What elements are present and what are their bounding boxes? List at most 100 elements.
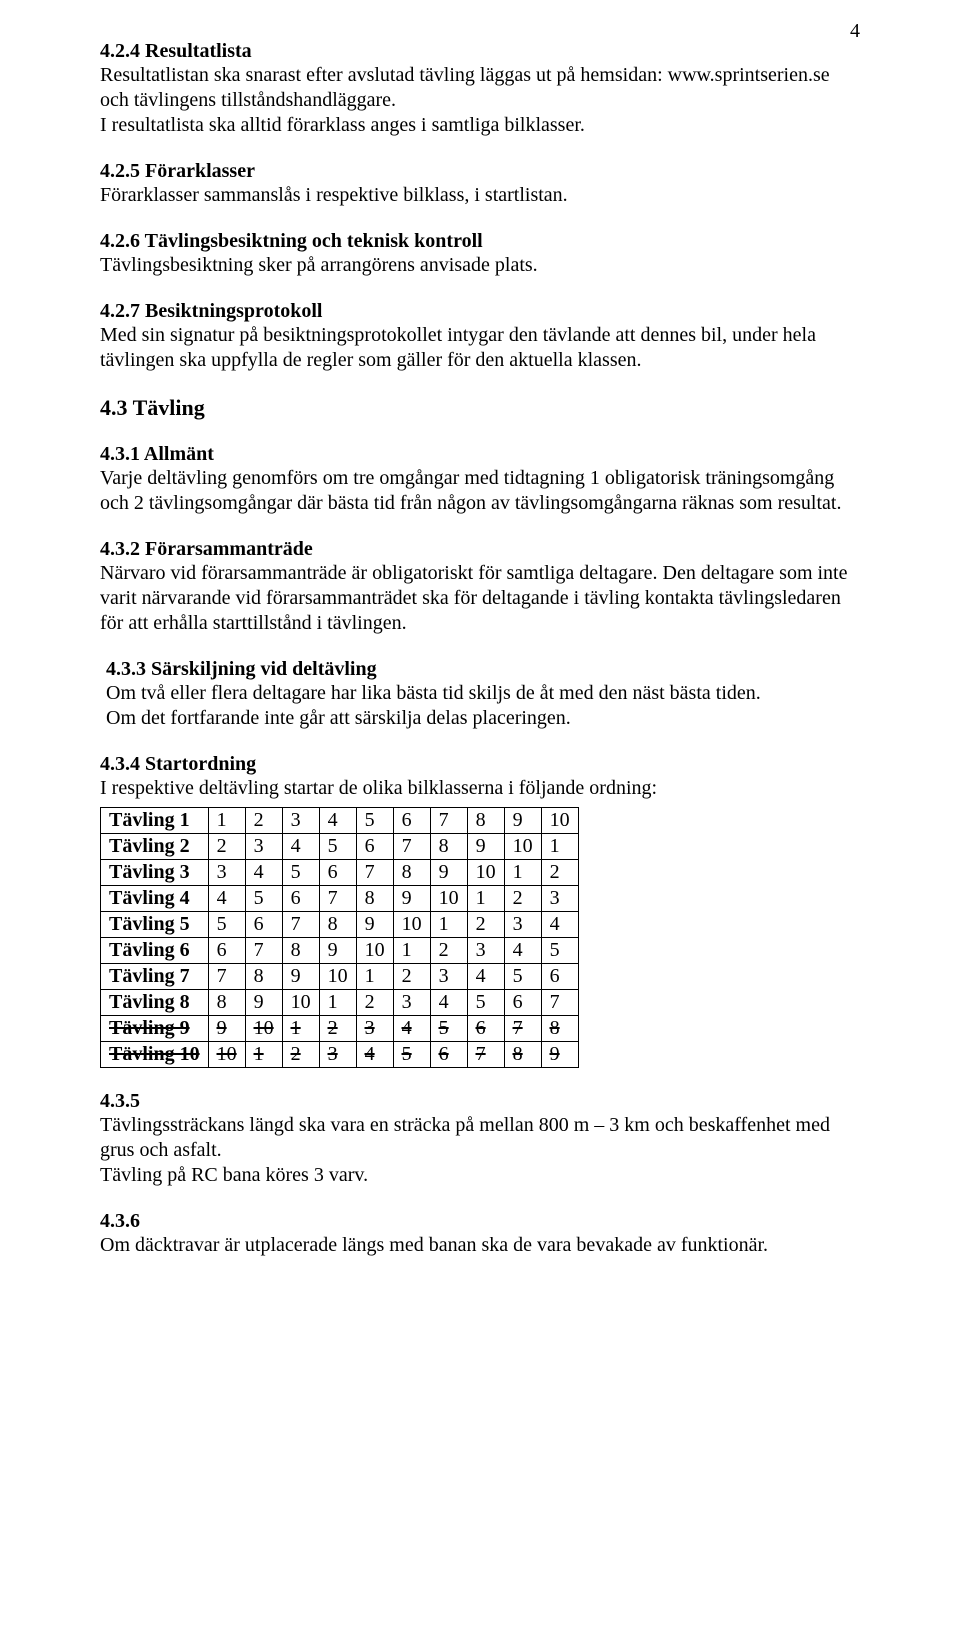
table-cell: 9 bbox=[245, 990, 282, 1016]
table-cell: 5 bbox=[319, 834, 356, 860]
table-cell: 10 bbox=[430, 886, 467, 912]
table-cell: 6 bbox=[430, 1042, 467, 1068]
document-page: 4 4.2.4 Resultatlista Resultatlistan ska… bbox=[0, 0, 960, 1627]
table-cell: 10 bbox=[208, 1042, 245, 1068]
table-cell: 3 bbox=[245, 834, 282, 860]
table-cell: 8 bbox=[208, 990, 245, 1016]
table-cell: 6 bbox=[541, 964, 578, 990]
table-cell: 2 bbox=[541, 860, 578, 886]
table-cell: 1 bbox=[208, 808, 245, 834]
table-cell: 7 bbox=[504, 1016, 541, 1042]
body-4-3-1: Varje deltävling genomförs om tre omgång… bbox=[100, 466, 860, 516]
section-4-3-3: 4.3.3 Särskiljning vid deltävling Om två… bbox=[100, 658, 860, 731]
table-cell: 2 bbox=[208, 834, 245, 860]
table-cell: 9 bbox=[282, 964, 319, 990]
table-cell: 8 bbox=[393, 860, 430, 886]
table-cell: 10 bbox=[282, 990, 319, 1016]
table-cell: 7 bbox=[430, 808, 467, 834]
table-cell: 6 bbox=[282, 886, 319, 912]
table-row-label: Tävling 3 bbox=[101, 860, 209, 886]
table-row-label: Tävling 6 bbox=[101, 938, 209, 964]
table-row: Tävling 667891012345 bbox=[101, 938, 579, 964]
heading-4-2-6: 4.2.6 Tävlingsbesiktning och teknisk kon… bbox=[100, 230, 860, 253]
table-cell: 5 bbox=[467, 990, 504, 1016]
table-cell: 6 bbox=[467, 1016, 504, 1042]
table-cell: 3 bbox=[356, 1016, 393, 1042]
table-cell: 7 bbox=[393, 834, 430, 860]
table-cell: 4 bbox=[504, 938, 541, 964]
table-cell: 9 bbox=[356, 912, 393, 938]
body-4-2-4-b: I resultatlista ska alltid förarklass an… bbox=[100, 113, 860, 138]
heading-4-3-2: 4.3.2 Förarsammanträde bbox=[100, 538, 860, 561]
table-cell: 9 bbox=[541, 1042, 578, 1068]
table-row: Tävling 223456789101 bbox=[101, 834, 579, 860]
table-cell: 2 bbox=[467, 912, 504, 938]
table-cell: 1 bbox=[393, 938, 430, 964]
table-cell: 9 bbox=[467, 834, 504, 860]
table-cell: 2 bbox=[245, 808, 282, 834]
section-4-2-6: 4.2.6 Tävlingsbesiktning och teknisk kon… bbox=[100, 230, 860, 278]
table-cell: 4 bbox=[282, 834, 319, 860]
table-cell: 7 bbox=[208, 964, 245, 990]
heading-4-3: 4.3 Tävling bbox=[100, 395, 860, 421]
heading-4-3-5: 4.3.5 bbox=[100, 1090, 860, 1113]
table-cell: 10 bbox=[504, 834, 541, 860]
table-cell: 1 bbox=[504, 860, 541, 886]
table-cell: 4 bbox=[319, 808, 356, 834]
table-cell: 2 bbox=[504, 886, 541, 912]
body-4-2-4-a: Resultatlistan ska snarast efter avsluta… bbox=[100, 63, 860, 113]
table-cell: 8 bbox=[356, 886, 393, 912]
table-cell: 6 bbox=[208, 938, 245, 964]
table-row: Tävling 112345678910 bbox=[101, 808, 579, 834]
heading-4-2-4: 4.2.4 Resultatlista bbox=[100, 40, 860, 63]
section-4-2-4: 4.2.4 Resultatlista Resultatlistan ska s… bbox=[100, 40, 860, 138]
table-cell: 8 bbox=[504, 1042, 541, 1068]
table-cell: 7 bbox=[541, 990, 578, 1016]
table-cell: 5 bbox=[430, 1016, 467, 1042]
heading-4-2-5: 4.2.5 Förarklasser bbox=[100, 160, 860, 183]
table-cell: 8 bbox=[467, 808, 504, 834]
table-cell: 3 bbox=[319, 1042, 356, 1068]
table-cell: 2 bbox=[356, 990, 393, 1016]
table-cell: 10 bbox=[319, 964, 356, 990]
table-cell: 7 bbox=[467, 1042, 504, 1068]
table-row-label: Tävling 5 bbox=[101, 912, 209, 938]
table-cell: 8 bbox=[541, 1016, 578, 1042]
table-cell: 9 bbox=[430, 860, 467, 886]
table-cell: 1 bbox=[541, 834, 578, 860]
table-cell: 10 bbox=[541, 808, 578, 834]
section-4-3-4: 4.3.4 Startordning I respektive deltävli… bbox=[100, 753, 860, 1068]
heading-4-3-3: 4.3.3 Särskiljning vid deltävling bbox=[106, 658, 860, 681]
table-row: Tävling 334567891012 bbox=[101, 860, 579, 886]
body-4-2-7: Med sin signatur på besiktningsprotokoll… bbox=[100, 323, 860, 373]
body-4-3-5-b: Tävling på RC bana köres 3 varv. bbox=[100, 1163, 860, 1188]
table-row: Tävling 1010123456789 bbox=[101, 1042, 579, 1068]
table-cell: 10 bbox=[467, 860, 504, 886]
table-cell: 1 bbox=[319, 990, 356, 1016]
table-cell: 6 bbox=[319, 860, 356, 886]
table-cell: 7 bbox=[282, 912, 319, 938]
table-cell: 5 bbox=[356, 808, 393, 834]
body-4-3-2: Närvaro vid förarsammanträde är obligato… bbox=[100, 561, 860, 636]
table-cell: 1 bbox=[430, 912, 467, 938]
table-row-label: Tävling 8 bbox=[101, 990, 209, 1016]
table-cell: 1 bbox=[245, 1042, 282, 1068]
table-row-label: Tävling 7 bbox=[101, 964, 209, 990]
table-cell: 2 bbox=[319, 1016, 356, 1042]
table-cell: 3 bbox=[282, 808, 319, 834]
table-cell: 4 bbox=[208, 886, 245, 912]
table-cell: 6 bbox=[245, 912, 282, 938]
table-cell: 7 bbox=[245, 938, 282, 964]
section-4-2-5: 4.2.5 Förarklasser Förarklasser sammansl… bbox=[100, 160, 860, 208]
table-cell: 3 bbox=[504, 912, 541, 938]
section-4-3: 4.3 Tävling bbox=[100, 395, 860, 421]
table-cell: 8 bbox=[245, 964, 282, 990]
heading-4-2-7: 4.2.7 Besiktningsprotokoll bbox=[100, 300, 860, 323]
table-cell: 10 bbox=[245, 1016, 282, 1042]
section-4-3-5: 4.3.5 Tävlingssträckans längd ska vara e… bbox=[100, 1090, 860, 1188]
table-cell: 3 bbox=[393, 990, 430, 1016]
table-cell: 4 bbox=[467, 964, 504, 990]
table-cell: 2 bbox=[282, 1042, 319, 1068]
table-cell: 4 bbox=[430, 990, 467, 1016]
table-cell: 9 bbox=[504, 808, 541, 834]
